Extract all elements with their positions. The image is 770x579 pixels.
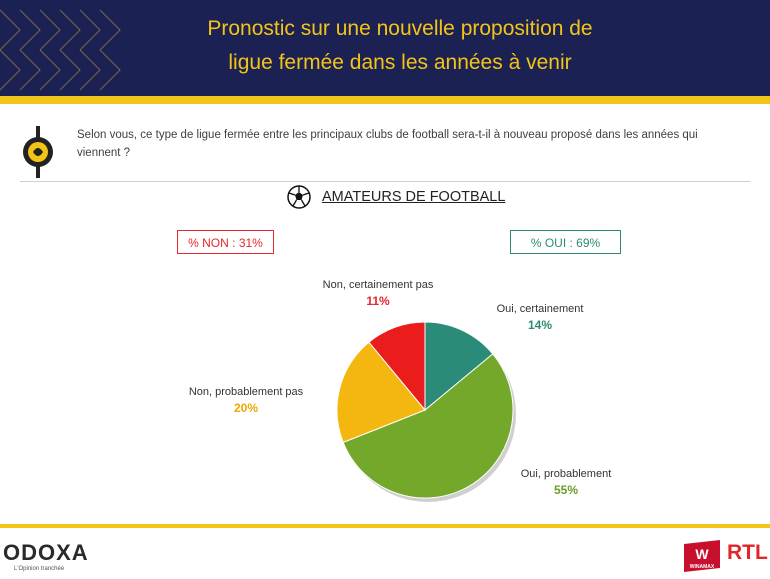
football-icon [287,185,311,209]
slice-value-label: 55% [554,483,578,497]
badge-non-total: % NON : 31% [177,230,274,254]
slice-value-label: 20% [234,401,258,415]
header-banner: Pronostic sur une nouvelle proposition d… [0,0,770,96]
slice-value-label: 14% [528,318,552,332]
separator [20,181,750,182]
chart-subtitle: AMATEURS DE FOOTBALL [322,189,506,205]
slice-value-label: 11% [366,294,390,308]
winamax-label: WINAMAX [690,564,715,570]
odoxa-logo: ODOXA [3,540,89,565]
title-line-1: Pronostic sur une nouvelle proposition d… [207,17,593,40]
winamax-logo: W WINAMAX [684,540,720,572]
pie-slice [336,341,426,444]
odoxa-tagline: L'Opinion tranchée [14,566,65,572]
slice-category-label: Non, certainement pas [323,279,434,291]
pie-slice [424,321,494,412]
slice-category-label: Oui, certainement [497,303,584,315]
pie-slice [368,321,426,412]
question-text: Selon vous, ce type de ligue fermée entr… [77,129,698,159]
slice-category-label: Oui, probablement [521,468,612,480]
pie-slice [342,353,514,499]
rtl-logo: RTL [727,541,768,564]
slice-category-label: Non, probablement pas [189,386,304,398]
svg-text:W: W [695,546,709,562]
chevron-pattern-decoration [0,9,121,91]
header-gold-rule [0,96,770,104]
question-logo-icon [23,126,53,178]
title-line-2: ligue fermée dans les années à venir [228,51,572,74]
footer-gold-rule [0,524,770,528]
pie-chart: Oui, certainement 14% Oui, probablement 55%… [189,279,612,502]
badge-oui-total: % OUI : 69% [510,230,621,254]
page-title: Pronostic sur une nouvelle proposition d… [160,12,640,80]
